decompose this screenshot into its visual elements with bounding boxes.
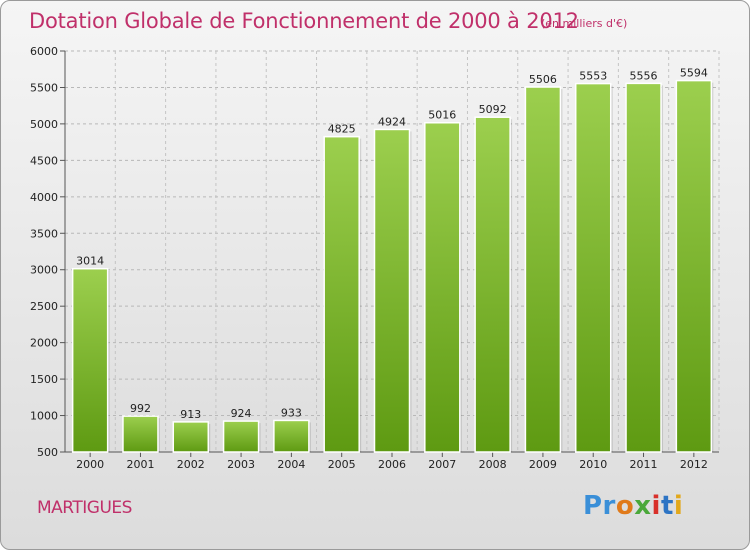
bar (574, 82, 612, 453)
x-tick-label: 2007 (428, 458, 456, 471)
x-tick-label: 2005 (328, 458, 356, 471)
x-tick-label: 2012 (680, 458, 708, 471)
logo-part: t (660, 491, 674, 521)
bar (222, 420, 260, 453)
y-tick-label: 2500 (30, 300, 58, 313)
y-tick-label: 4000 (30, 191, 58, 204)
bar (424, 121, 461, 453)
data-label: 5506 (529, 73, 557, 86)
bars (71, 79, 714, 453)
bar (675, 79, 713, 453)
x-tick-label: 2009 (529, 458, 557, 471)
bar (323, 135, 360, 453)
x-tick-label: 2006 (378, 458, 406, 471)
logo-part: i (651, 491, 661, 521)
y-tick-label: 2000 (30, 337, 58, 350)
y-tick-label: 5500 (30, 81, 58, 94)
data-label: 5092 (479, 103, 507, 116)
y-tick-label: 1000 (30, 410, 58, 423)
x-tick-label: 2002 (177, 458, 205, 471)
y-tick-label: 3500 (30, 227, 58, 240)
x-tick-label: 2011 (630, 458, 658, 471)
data-label: 992 (130, 402, 151, 415)
bar (373, 128, 411, 453)
data-label: 924 (231, 407, 252, 420)
logo-part: Pr (583, 491, 616, 521)
data-label: 5594 (680, 67, 708, 80)
bar (474, 116, 511, 453)
bar (172, 421, 210, 453)
data-label: 4924 (378, 115, 406, 128)
y-tick-label: 3000 (30, 264, 58, 277)
x-tick-label: 2003 (227, 458, 255, 471)
data-label: 3014 (76, 255, 104, 268)
data-label: 5556 (630, 69, 658, 82)
proxiti-logo: Proxiti (583, 491, 683, 521)
bar (273, 419, 310, 453)
data-label: 5016 (428, 109, 456, 122)
data-label: 913 (180, 408, 201, 421)
x-tick-label: 2010 (579, 458, 607, 471)
labels: 500 1000 1500 2000 2500 3000 3500 4000 4500 5000 5… (30, 45, 708, 471)
logo-part: x (634, 491, 652, 521)
x-tick-label: 2004 (277, 458, 305, 471)
x-tick-label: 2001 (126, 458, 154, 471)
chart-title: Dotation Globale de Fonctionnement de 20… (29, 9, 579, 33)
bar (122, 415, 159, 453)
logo-part: o (615, 491, 635, 521)
bar (71, 267, 109, 453)
chart-subtitle: (en milliers d'€) (541, 17, 628, 30)
x-tick-label: 2008 (479, 458, 507, 471)
data-label: 4825 (328, 123, 356, 136)
data-label: 933 (281, 406, 302, 419)
bar (524, 86, 562, 453)
y-tick-label: 500 (37, 446, 58, 459)
y-tick-label: 5000 (30, 118, 58, 131)
data-label: 5553 (579, 70, 607, 83)
logo-part: i (673, 491, 684, 521)
y-tick-label: 1500 (30, 373, 58, 386)
y-tick-label: 4500 (30, 154, 58, 167)
bar (625, 82, 662, 453)
commune-name: MARTIGUES (37, 498, 132, 518)
x-tick-label: 2000 (76, 458, 104, 471)
y-tick-label: 6000 (30, 45, 58, 58)
